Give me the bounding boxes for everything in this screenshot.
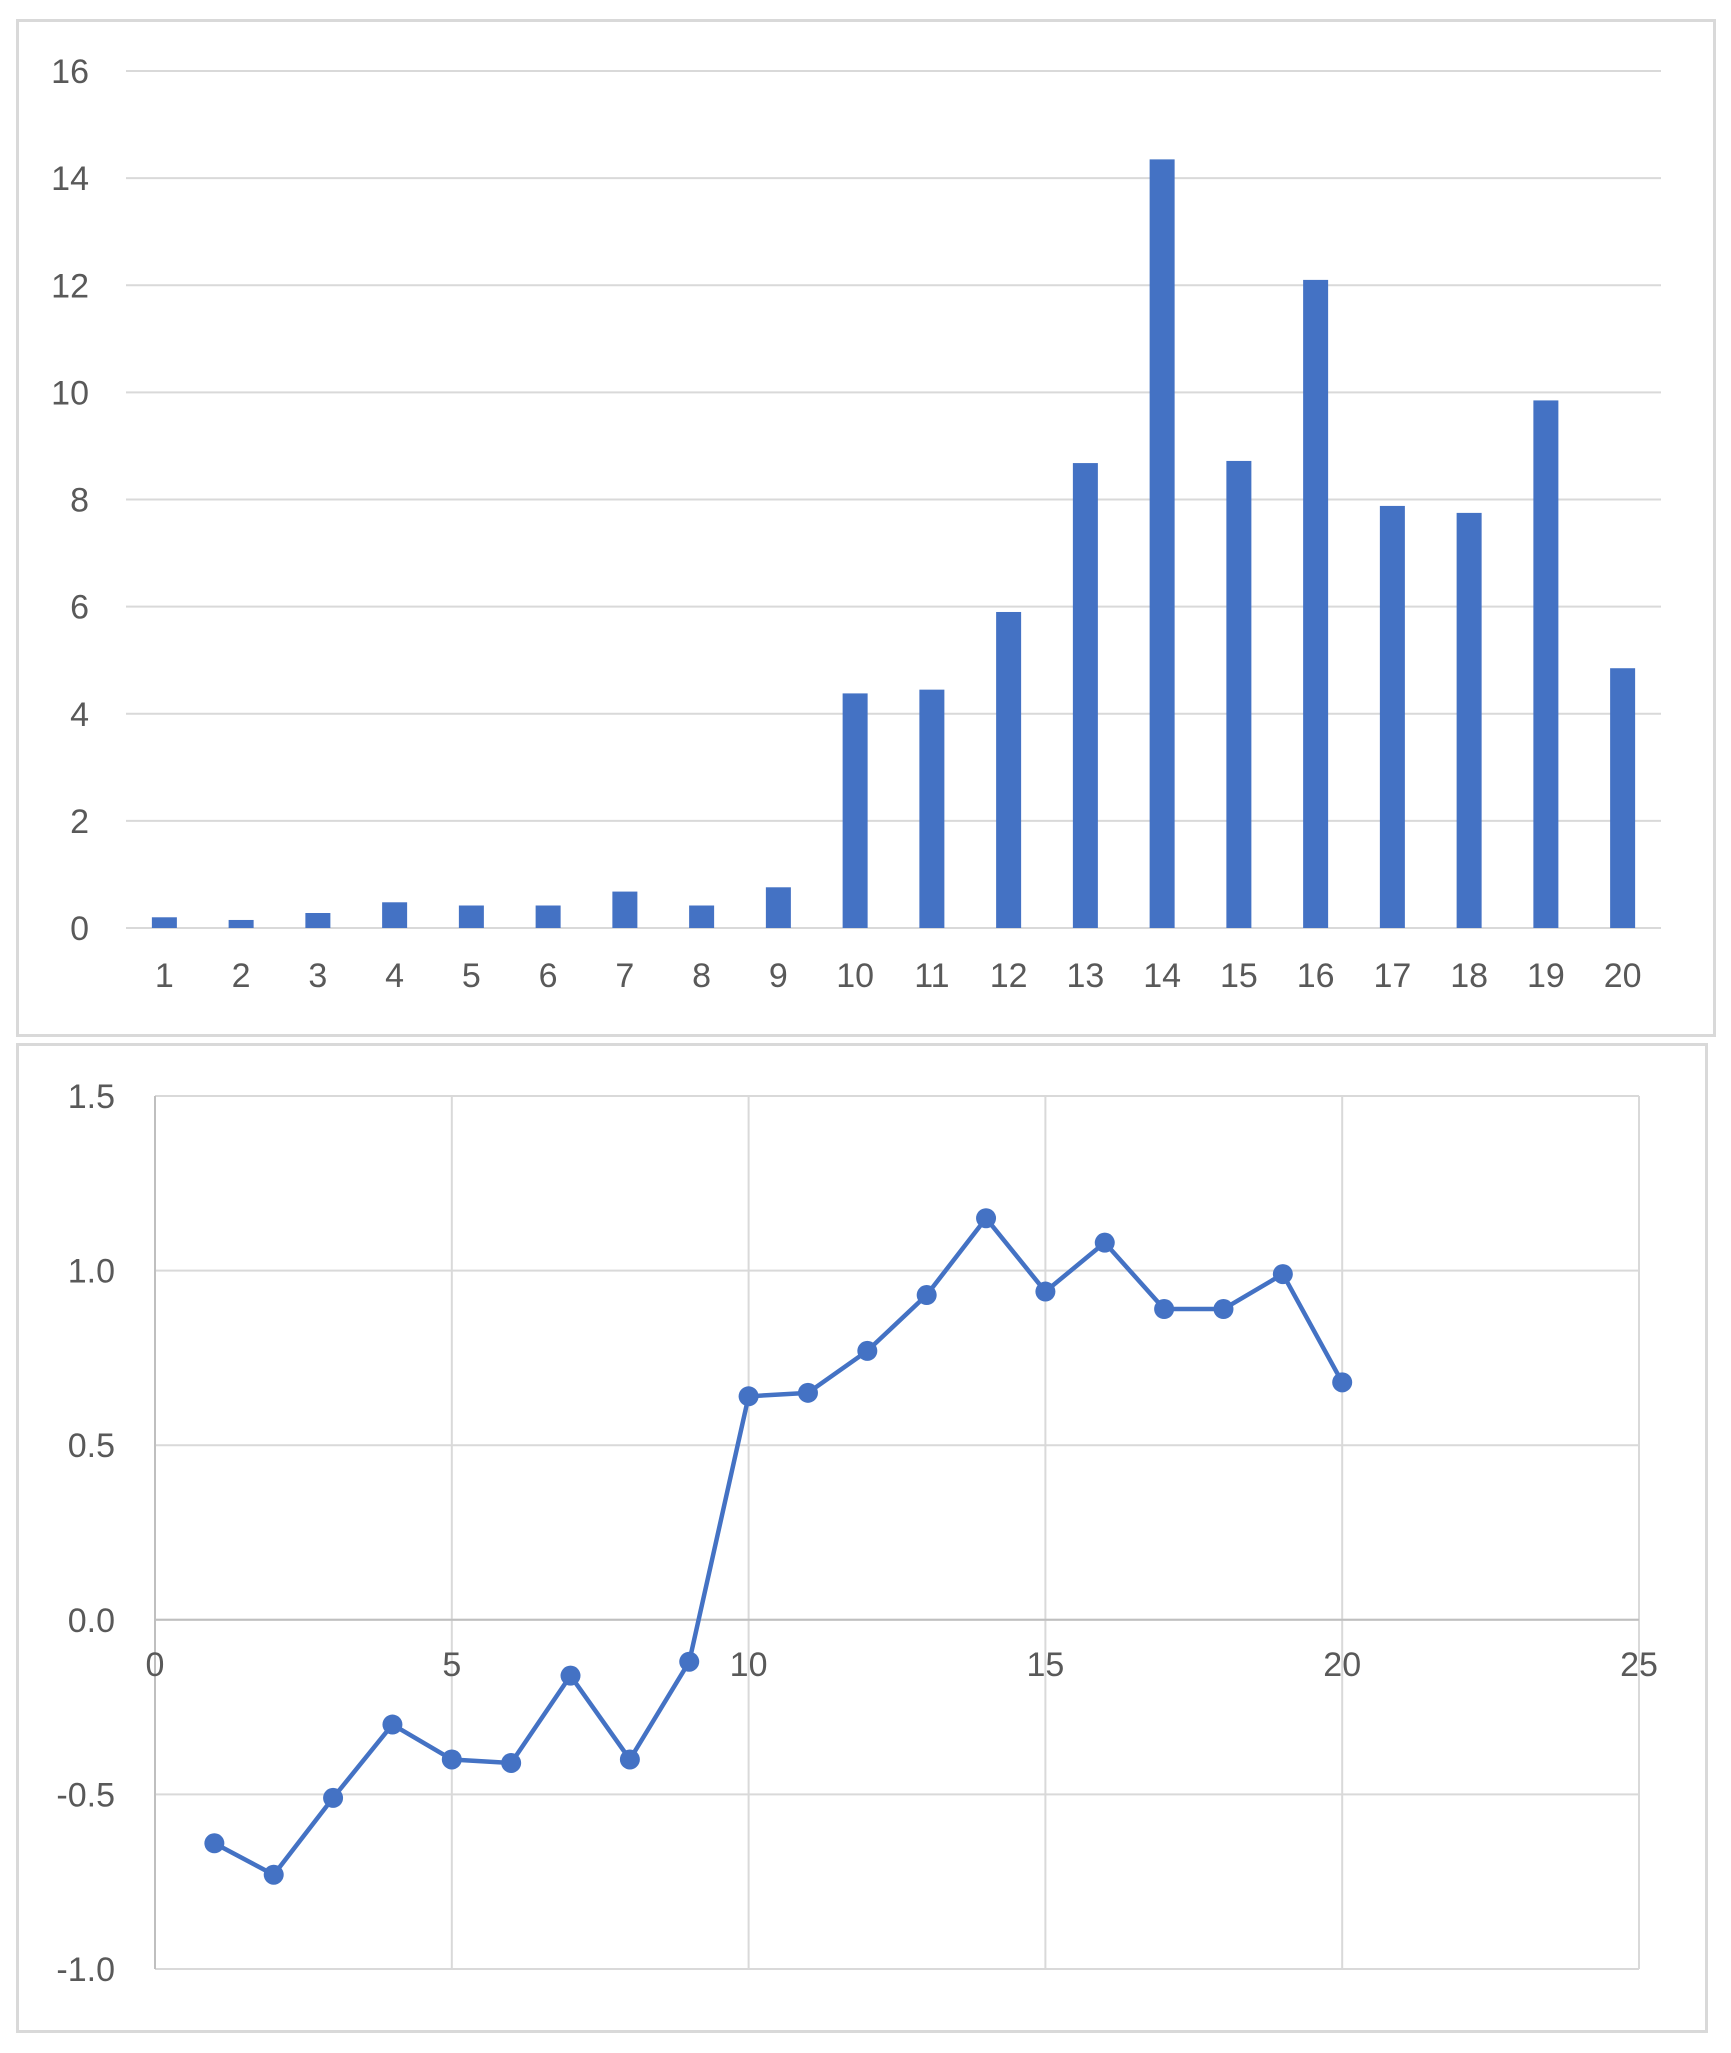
data-point	[1332, 1372, 1353, 1393]
data-point	[204, 1833, 225, 1854]
line-y-tick-label: 0.5	[68, 1427, 115, 1465]
bar-y-tick-label: 10	[51, 374, 89, 412]
bar-y-tick-label: 8	[70, 482, 89, 520]
line-x-tick-label: 10	[730, 1646, 768, 1684]
data-point	[916, 1285, 937, 1306]
bar-chart-panel: 0 2 4 6 8 10 12 14 16 1 2 3 4 5 6 7 8 9 10 11 12 13 14 15 16 17 18…	[16, 19, 1716, 1037]
bar-x-tick-label: 2	[232, 957, 251, 995]
bar-x-tick-label: 13	[1066, 957, 1104, 995]
bar	[842, 693, 868, 928]
line-chart-panel: -1.0 -0.5 0.0 0.5 1.0 1.5 0 5 10 15 20 25	[16, 1043, 1708, 2033]
bar	[689, 905, 715, 928]
bar-x-tick-label: 10	[836, 957, 874, 995]
line-x-tick-label: 0	[146, 1646, 165, 1684]
data-point	[976, 1208, 997, 1229]
bar-y-tick-label: 0	[70, 910, 89, 948]
line-y-tick-label: 1.5	[68, 1078, 115, 1116]
bar	[535, 905, 561, 928]
bar	[765, 887, 791, 928]
bar	[228, 919, 254, 928]
bar-x-tick-label: 9	[769, 957, 788, 995]
bar-x-tick-label: 19	[1527, 957, 1565, 995]
bar	[1379, 505, 1405, 928]
data-point	[1213, 1299, 1234, 1320]
bar	[1149, 159, 1175, 929]
bar	[151, 917, 177, 928]
bar-y-tick-label: 6	[70, 589, 89, 627]
bar	[1456, 512, 1482, 928]
bar-x-tick-label: 6	[539, 957, 558, 995]
line-x-tick-label: 5	[442, 1646, 461, 1684]
data-point	[382, 1714, 403, 1735]
line-y-tick-label: 1.0	[68, 1253, 115, 1291]
bar-y-tick-label: 2	[70, 803, 89, 841]
bar	[1303, 279, 1329, 928]
bar	[1610, 668, 1636, 928]
line-chart: -1.0 -0.5 0.0 0.5 1.0 1.5 0 5 10 15 20 25	[56, 1078, 1658, 1989]
data-point	[619, 1749, 640, 1770]
bar-x-tick-label: 5	[462, 957, 481, 995]
bar-x-tick-label: 1	[155, 957, 174, 995]
bar-y-tick-label: 4	[70, 696, 89, 734]
data-point	[738, 1386, 759, 1407]
data-point	[323, 1787, 344, 1808]
line-y-tick-label: -1.0	[56, 1951, 115, 1989]
bar-x-tick-label: 18	[1450, 957, 1488, 995]
bar-x-tick-label: 3	[308, 957, 327, 995]
line-x-tick-label: 25	[1620, 1646, 1658, 1684]
bar	[1533, 400, 1559, 928]
data-series-line	[213, 1215, 1345, 1877]
bar	[919, 689, 945, 928]
bar-x-tick-label: 16	[1297, 957, 1335, 995]
bar	[458, 905, 484, 928]
bar-y-tick-label: 12	[51, 267, 89, 305]
data-point	[1154, 1299, 1175, 1320]
line-x-tick-label: 15	[1026, 1646, 1064, 1684]
bar	[996, 611, 1022, 928]
bar-x-tick-label: 14	[1143, 957, 1181, 995]
bar-x-tick-label: 17	[1373, 957, 1411, 995]
data-point	[560, 1665, 581, 1686]
bar	[305, 913, 331, 928]
bar-x-tick-label: 15	[1220, 957, 1258, 995]
bar	[1072, 463, 1098, 928]
data-point	[1272, 1264, 1293, 1285]
line-x-tick-label: 20	[1323, 1646, 1361, 1684]
bar-x-tick-label: 7	[615, 957, 634, 995]
data-point	[1094, 1232, 1115, 1253]
bar-x-tick-label: 4	[385, 957, 404, 995]
bar-x-tick-label: 11	[914, 957, 949, 995]
bar-x-tick-label: 8	[692, 957, 711, 995]
bar	[382, 902, 408, 928]
data-point	[797, 1382, 818, 1403]
bar-y-tick-label: 16	[51, 53, 89, 91]
data-point	[263, 1864, 284, 1885]
data-point	[857, 1340, 878, 1361]
bar	[612, 891, 638, 928]
line-y-tick-label: -0.5	[56, 1776, 115, 1814]
data-point	[1035, 1281, 1056, 1302]
data-point	[679, 1651, 700, 1672]
bar-x-tick-label: 20	[1604, 957, 1642, 995]
line-y-tick-label: 0.0	[68, 1602, 115, 1640]
data-point	[501, 1752, 522, 1773]
bar-y-tick-label: 14	[51, 160, 89, 198]
bar-x-tick-label: 12	[990, 957, 1028, 995]
bar	[1226, 460, 1252, 928]
data-point	[441, 1749, 462, 1770]
